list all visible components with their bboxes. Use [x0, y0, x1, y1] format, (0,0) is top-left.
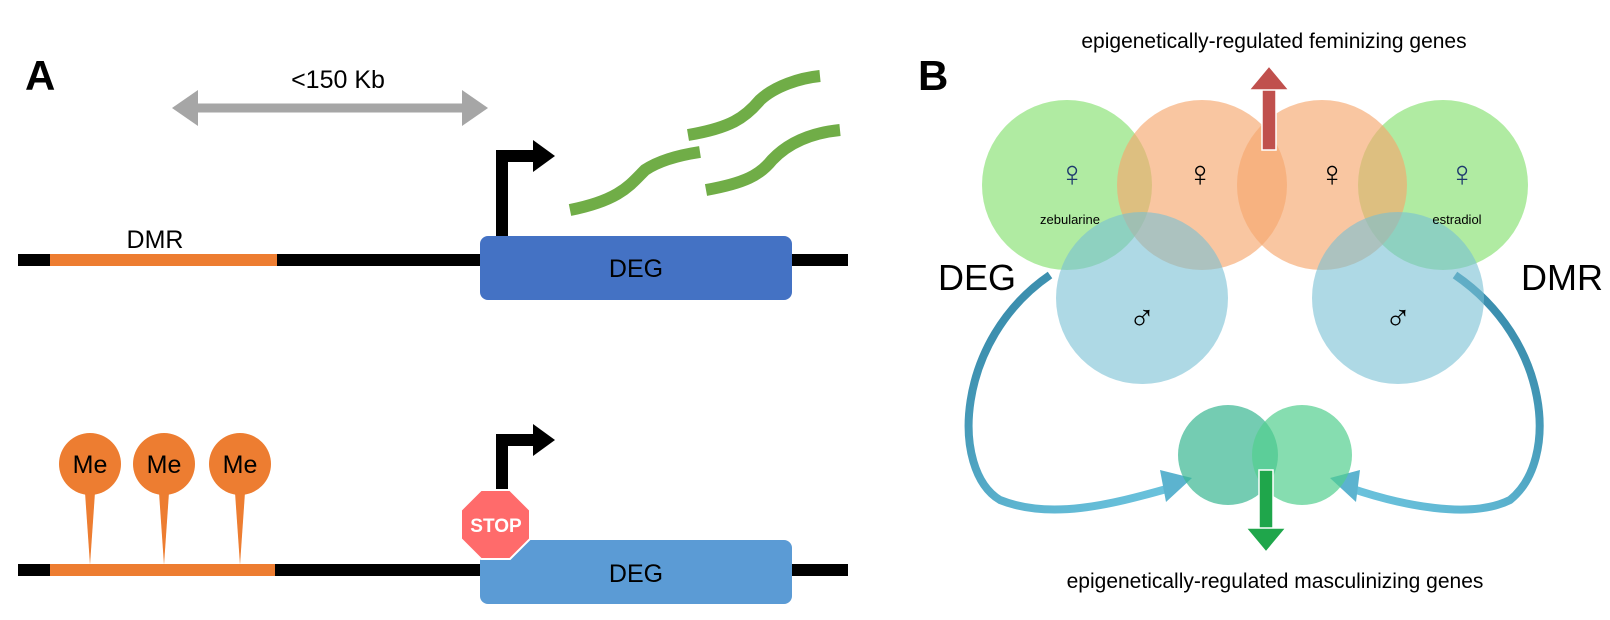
deg-male-circle — [1056, 212, 1228, 384]
transcripts — [568, 70, 841, 216]
transcript-3 — [704, 124, 841, 196]
feminizing-up-arrow — [1247, 64, 1291, 151]
female-symbol: ♀ — [1449, 153, 1476, 194]
estradiol-label: estradiol — [1432, 212, 1481, 227]
dmr-male-circle — [1312, 212, 1484, 384]
methyl-pin-3: Me — [209, 433, 271, 565]
overlap-right-circle — [1252, 405, 1352, 505]
female-symbol: ♀ — [1059, 153, 1086, 194]
methyl-pin-2: Me — [133, 433, 195, 565]
bottom-promoter-arrow — [496, 434, 535, 490]
top-caption: epigenetically-regulated feminizing gene… — [1081, 30, 1466, 53]
top-promoter-arrow — [496, 150, 535, 236]
bottom-deg-label: DEG — [609, 560, 663, 588]
panel-b: B epigenetically-regulated feminizing ge… — [918, 30, 1603, 593]
venn-circles — [982, 100, 1528, 505]
dmr-label: DMR — [1521, 257, 1603, 298]
zebularine-label: zebularine — [1040, 212, 1100, 227]
bottom-locus — [18, 424, 848, 604]
female-symbol: ♀ — [1319, 153, 1346, 194]
dmr-label: DMR — [127, 226, 184, 254]
transcript-1 — [568, 146, 701, 216]
top-deg-box — [480, 236, 792, 300]
top-deg-label: DEG — [609, 255, 663, 283]
panel-b-letter: B — [918, 52, 948, 99]
top-locus — [18, 140, 848, 300]
bottom-caption: epigenetically-regulated masculinizing g… — [1067, 570, 1484, 593]
methyl-pins: Me Me Me — [59, 433, 271, 565]
male-symbol: ♂ — [1385, 297, 1412, 338]
transcript-2 — [687, 70, 821, 141]
overlap-left-circle — [1178, 405, 1278, 505]
bottom-deg-box — [480, 540, 792, 604]
masculinizing-down-arrow — [1244, 469, 1288, 554]
methyl-pin-1: Me — [59, 433, 121, 565]
stop-label: STOP — [470, 516, 522, 537]
methyl-label: Me — [73, 451, 108, 479]
distance-label: <150 Kb — [291, 66, 385, 94]
methyl-label: Me — [147, 451, 182, 479]
male-symbol: ♂ — [1129, 297, 1156, 338]
distance-arrow — [172, 90, 488, 126]
deg-label: DEG — [938, 257, 1016, 298]
panel-a: A <150 Kb DMR DEG — [18, 52, 848, 604]
stop-sign: STOP — [460, 489, 531, 560]
female-symbol: ♀ — [1187, 153, 1214, 194]
panel-a-letter: A — [25, 52, 55, 99]
methyl-label: Me — [223, 451, 258, 479]
